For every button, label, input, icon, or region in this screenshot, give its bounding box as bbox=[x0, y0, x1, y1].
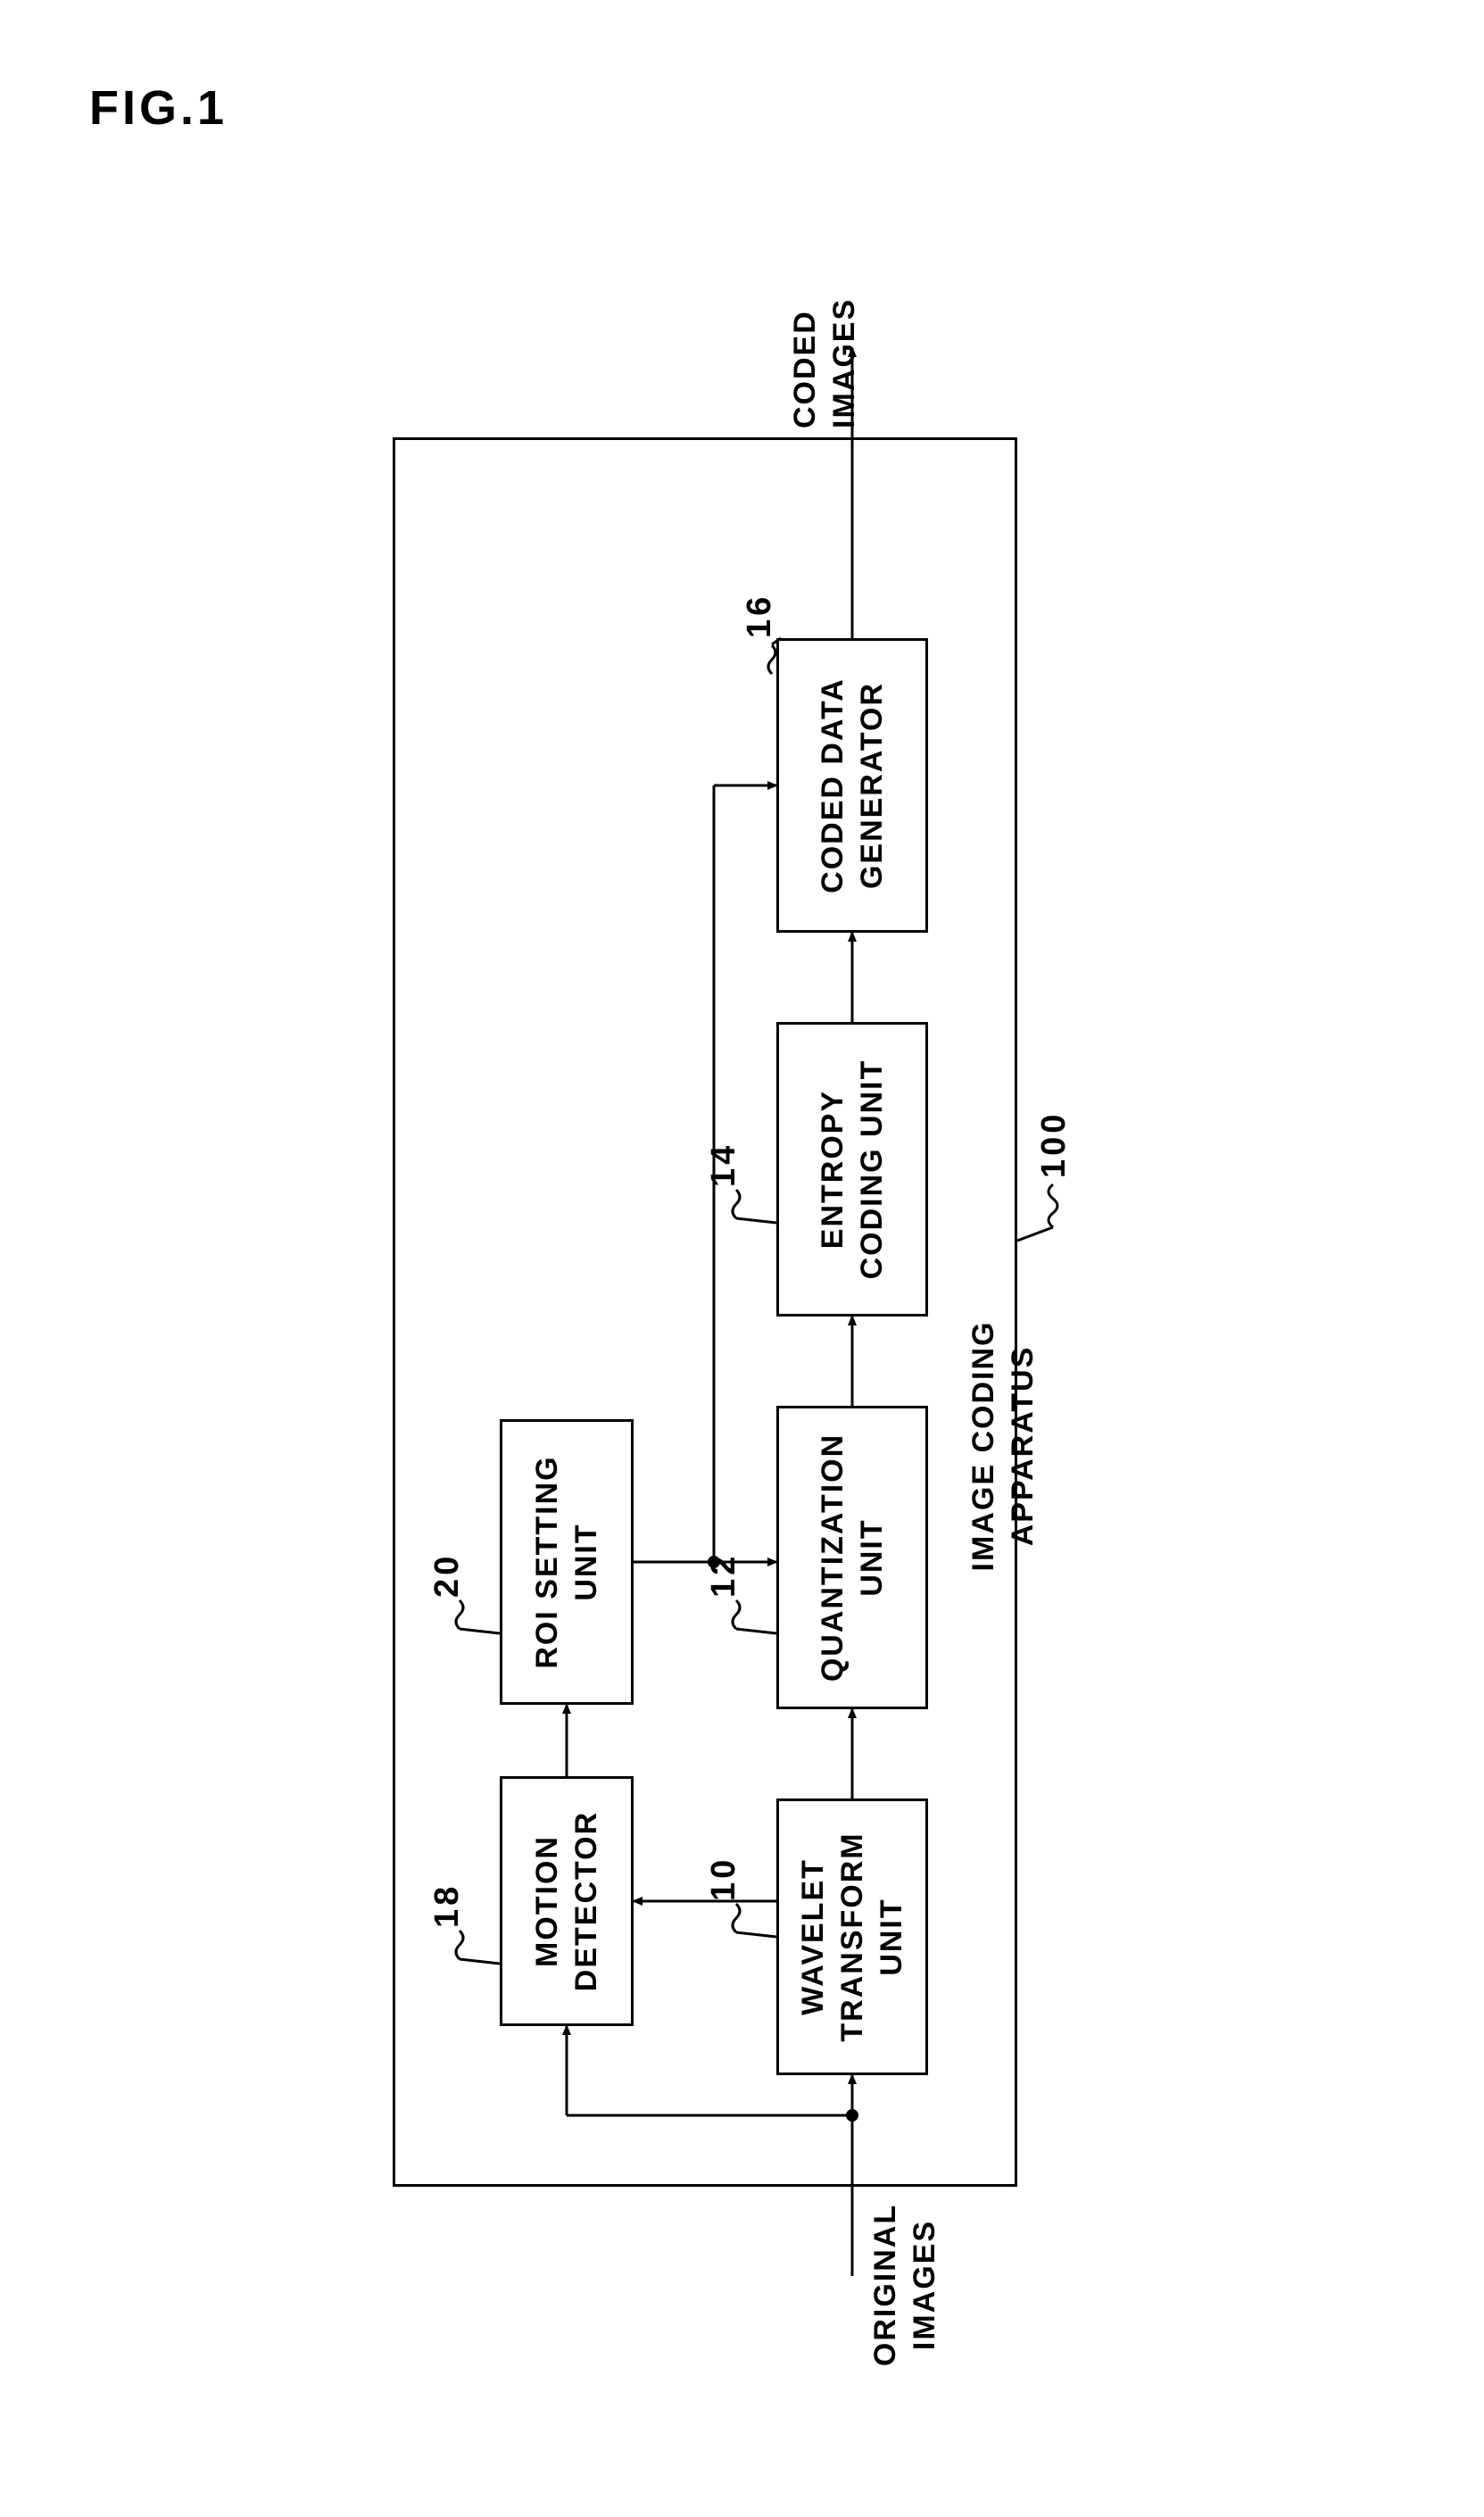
ref-wavelet: 10 bbox=[705, 1857, 743, 1901]
ref-motion: 18 bbox=[428, 1883, 467, 1928]
input-label: ORIGINAL IMAGES bbox=[866, 2178, 944, 2392]
apparatus-label: IMAGE CODING APPARATUS bbox=[964, 1223, 1042, 1669]
ref-codeddata: 16 bbox=[741, 594, 779, 638]
ref-quantization: 12 bbox=[705, 1553, 743, 1598]
ref-apparatus: 100 bbox=[1035, 1111, 1074, 1178]
diagram: WAVELET TRANSFORM UNIT QUANTIZATION UNIT… bbox=[339, 330, 1142, 2294]
ref-entropy: 14 bbox=[705, 1142, 743, 1187]
ref-roi: 20 bbox=[428, 1553, 467, 1598]
figure-title: FIG.1 bbox=[89, 80, 228, 136]
output-label: CODED IMAGES bbox=[785, 250, 864, 428]
